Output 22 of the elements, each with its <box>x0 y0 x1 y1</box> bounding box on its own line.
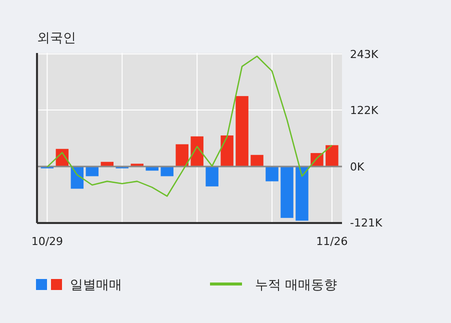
x-tick-label: 11/26 <box>316 235 348 248</box>
chart-title: 외국인 <box>37 31 76 46</box>
x-tick-label: 10/29 <box>31 235 64 248</box>
bar <box>160 166 174 176</box>
bar <box>250 154 264 166</box>
y-tick-label: -121K <box>350 216 383 230</box>
y-tick-label: 122K <box>350 104 379 117</box>
bar <box>190 136 204 166</box>
y-tick-label: 243K <box>350 48 379 61</box>
bar <box>220 135 234 166</box>
legend-label: 누적 매매동향 <box>255 278 338 293</box>
bar <box>236 96 248 166</box>
bar <box>86 166 99 176</box>
bar <box>326 145 338 166</box>
bar <box>280 166 294 218</box>
legend-label: 일별매매 <box>70 278 122 293</box>
bar <box>176 144 188 166</box>
line-series <box>46 56 333 197</box>
y-tick-label: 0K <box>350 160 365 174</box>
bar <box>266 166 278 182</box>
bar <box>206 166 218 186</box>
bar <box>296 166 308 221</box>
